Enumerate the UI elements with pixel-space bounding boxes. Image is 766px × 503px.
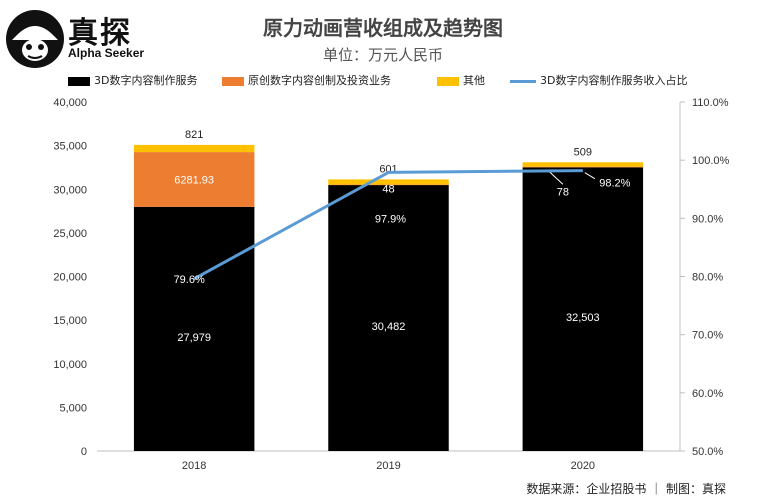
brand-name: 真探 (68, 16, 132, 51)
bar-data-label: 32,503 (566, 312, 600, 324)
ratio-line (193, 169, 583, 281)
bar-segment (133, 144, 255, 153)
y-left-tick-label: 35,000 (53, 141, 87, 153)
line-data-label: 98.2% (599, 178, 630, 190)
y-right-tick-label: 80.0% (692, 272, 723, 284)
legend-swatch (222, 76, 244, 86)
legend-line-swatch (510, 79, 536, 83)
line-data-label: 97.9% (375, 213, 406, 225)
y-left-tick-label: 25,000 (53, 228, 87, 240)
legend-swatch (68, 76, 90, 86)
bar-data-label: 6281.93 (174, 174, 214, 186)
data-label-leader (584, 172, 596, 180)
y-right-tick-label: 70.0% (692, 330, 723, 342)
brand-tagline: Alpha Seeker (68, 46, 145, 60)
bar-segment (328, 184, 449, 186)
y-left-tick-label: 20,000 (53, 272, 87, 284)
y-right-tick-label: 60.0% (692, 388, 723, 400)
y-left-tick-label: 0 (81, 446, 87, 458)
chart-title: 原力动画营收组成及趋势图 (263, 16, 503, 40)
bar-data-label: 48 (382, 183, 394, 195)
bar-data-label: 509 (574, 146, 592, 158)
x-tick-label: 2018 (182, 460, 206, 472)
legend-label: 3D数字内容制作服务收入占比 (540, 74, 688, 87)
line-data-label: 79.6% (174, 274, 205, 286)
bar-data-label: 27,979 (177, 332, 211, 344)
source-note: 数据来源：企业招股书 ｜ 制图：真探 (526, 482, 726, 496)
x-tick-label: 2019 (376, 460, 400, 472)
y-left-tick-label: 15,000 (53, 315, 87, 327)
bar-segment (522, 162, 644, 167)
brand-logo-icon (6, 10, 64, 68)
legend-item-3d: 3D数字内容制作服务 (68, 72, 197, 88)
bar-segment (522, 166, 644, 168)
bar-data-label: 821 (185, 129, 203, 141)
bar-segment (133, 206, 255, 451)
bar-data-label: 30,482 (372, 321, 406, 333)
chart-legend: 3D数字内容制作服务 原创数字内容创制及投资业务 其他 3D数字内容制作服务收入… (0, 72, 766, 88)
legend-item-original: 原创数字内容创制及投资业务 (222, 72, 391, 88)
y-right-tick-label: 50.0% (692, 446, 723, 458)
data-label-leader (547, 169, 564, 185)
chart-subtitle: 单位：万元人民币 (322, 46, 443, 64)
y-right-tick-label: 90.0% (692, 213, 723, 225)
bar-segment (328, 185, 449, 451)
bar-segment (328, 179, 449, 185)
y-left-tick-label: 40,000 (53, 97, 87, 109)
bar-segment (133, 152, 255, 207)
y-right-tick-label: 100.0% (692, 155, 730, 167)
legend-swatch (437, 76, 459, 86)
legend-label: 其他 (463, 74, 485, 87)
legend-label: 3D数字内容制作服务 (94, 74, 198, 87)
bar-data-label: 78 (557, 186, 569, 198)
legend-item-other: 其他 (437, 72, 485, 88)
y-right-tick-label: 110.0% (692, 97, 729, 109)
bar-segment (522, 167, 644, 452)
legend-item-ratio: 3D数字内容制作服务收入占比 (510, 72, 687, 88)
legend-label: 原创数字内容创制及投资业务 (248, 74, 391, 87)
y-left-tick-label: 5,000 (59, 402, 87, 414)
y-left-tick-label: 10,000 (53, 359, 87, 371)
x-tick-label: 2020 (571, 460, 595, 472)
y-left-tick-label: 30,000 (53, 184, 87, 196)
